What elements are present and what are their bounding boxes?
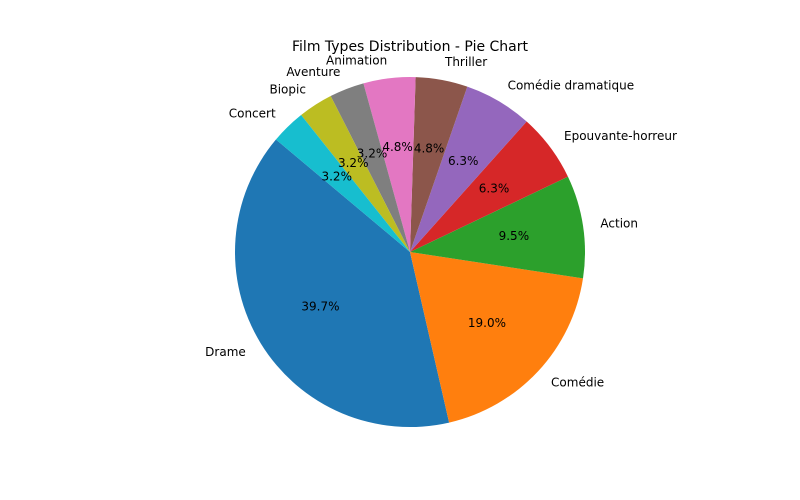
- pct-label-concert: 3.2%: [321, 169, 352, 183]
- pie-slice-animation: [363, 77, 416, 252]
- slice-label-animation: Animation: [326, 53, 387, 67]
- pie-slice-action: [410, 176, 585, 279]
- chart-title: Film Types Distribution - Pie Chart: [292, 39, 529, 55]
- slice-label-comedie-dramatique: Comédie dramatique: [508, 79, 635, 93]
- slice-label-comedie: Comédie: [551, 375, 604, 389]
- slice-label-action: Action: [600, 216, 638, 230]
- pct-label-drame: 39.7%: [301, 299, 339, 313]
- pie-slice-biopic: [301, 96, 410, 252]
- slice-label-concert: Concert: [229, 107, 276, 121]
- slice-label-aventure: Aventure: [286, 65, 340, 79]
- pie-labels: Drame 39.7% Comédie 19.0% Action 9.5% Epouvant…: [205, 53, 677, 389]
- slice-label-epouvante-horreur: Epouvante-horreur: [564, 129, 677, 143]
- pie-slice-aventure: [330, 83, 410, 252]
- pct-label-action: 9.5%: [499, 229, 530, 243]
- pct-label-thriller: 4.8%: [414, 141, 445, 155]
- pie-slice-comedie-dramatique: [410, 86, 527, 253]
- pie-slice-thriller: [410, 77, 468, 252]
- pie-slice-concert: [275, 115, 410, 252]
- pct-label-aventure: 3.2%: [357, 147, 388, 161]
- slice-label-thriller: Thriller: [444, 55, 487, 69]
- pie-slice-comedie: [410, 252, 583, 423]
- pie-slice-epouvante-horreur: [410, 121, 568, 252]
- pct-label-epouvante-horreur: 6.3%: [479, 182, 510, 196]
- slice-label-drame: Drame: [205, 345, 246, 359]
- pie-slices: [235, 77, 585, 428]
- slice-label-biopic: Biopic: [269, 83, 305, 97]
- pct-label-comedie: 19.0%: [468, 316, 506, 330]
- pct-label-comedie-dramatique: 6.3%: [448, 154, 479, 168]
- pct-label-animation: 4.8%: [382, 140, 413, 154]
- pie-slice-drame: [235, 139, 450, 428]
- pct-label-biopic: 3.2%: [338, 156, 369, 170]
